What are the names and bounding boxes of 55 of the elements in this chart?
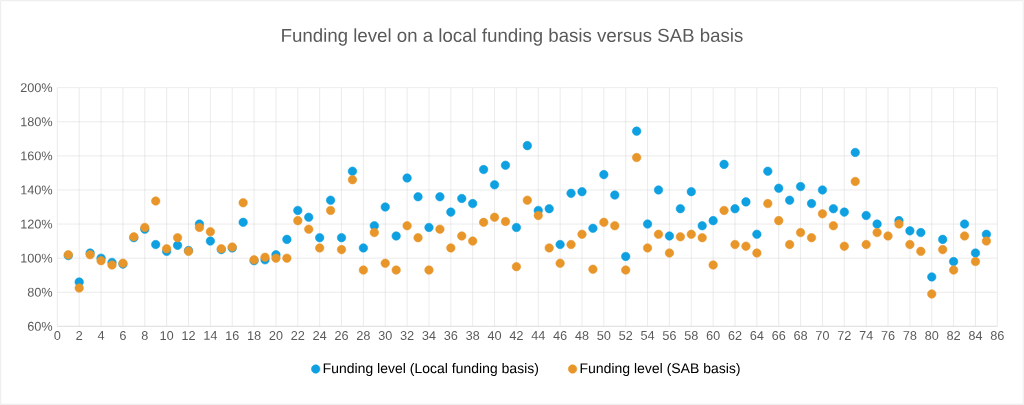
x-tick-label: 86 — [990, 331, 1004, 341]
x-tick-label: 50 — [597, 331, 611, 341]
x-tick-label: 16 — [226, 331, 239, 341]
x-tick-label: 18 — [248, 331, 261, 341]
x-tick-label: 10 — [160, 331, 174, 341]
x-tick-label: 60 — [706, 331, 720, 341]
x-tick-label: 22 — [291, 331, 305, 340]
x-tick-label: 30 — [378, 331, 392, 341]
x-tick-label: 84 — [968, 331, 983, 341]
x-tick-label: 74 — [859, 331, 873, 340]
y-tick-label: 140% — [21, 185, 53, 195]
y-tick-label: 160% — [21, 151, 53, 161]
x-tick-label: 6 — [120, 331, 126, 341]
x-tick-label: 0 — [54, 331, 61, 341]
x-tick-label: 66 — [772, 331, 786, 341]
x-tick-label: 44 — [531, 331, 545, 340]
y-tick-label: 120% — [21, 219, 53, 229]
x-tick-label: 34 — [422, 331, 436, 341]
x-tick-label: 52 — [619, 331, 633, 341]
x-tick-label: 78 — [903, 331, 917, 341]
x-tick-label: 58 — [684, 331, 698, 341]
y-tick-label: 80% — [27, 287, 53, 297]
x-tick-label: 76 — [881, 331, 895, 341]
x-tick-label: 68 — [794, 331, 808, 341]
x-tick-label: 64 — [750, 331, 764, 341]
y-tick-label: 60% — [27, 321, 53, 331]
legend-label: Funding level (SAB basis) — [580, 362, 740, 377]
y-tick-label: 200% — [20, 83, 53, 93]
legend-label: Funding level (Local funding basis) — [323, 362, 539, 377]
y-tick-label: 100% — [21, 253, 53, 263]
x-tick-label: 24 — [313, 331, 327, 340]
x-tick-label: 36 — [444, 331, 458, 341]
x-tick-label: 62 — [728, 331, 742, 341]
chart-title: Funding level on a local funding basis versus SAB basis — [282, 28, 743, 46]
x-tick-label: 48 — [575, 331, 589, 341]
x-tick-label: 72 — [837, 331, 851, 340]
x-tick-label: 32 — [400, 331, 414, 341]
x-tick-label: 40 — [487, 331, 502, 341]
x-tick-label: 80 — [925, 331, 939, 341]
x-tick-label: 20 — [269, 331, 283, 341]
x-tick-label: 2 — [76, 331, 83, 340]
x-tick-label: 12 — [182, 331, 195, 340]
y-tick-label: 180% — [21, 117, 53, 127]
x-tick-label: 26 — [335, 331, 349, 341]
x-tick-label: 4 — [97, 331, 105, 340]
x-tick-label: 14 — [204, 331, 218, 340]
x-tick-label: 28 — [356, 331, 370, 341]
x-tick-label: 56 — [662, 331, 676, 341]
x-tick-label: 70 — [816, 331, 829, 341]
x-tick-label: 46 — [553, 331, 567, 341]
x-tick-label: 82 — [947, 331, 961, 341]
x-tick-label: 38 — [466, 331, 480, 341]
x-tick-label: 8 — [141, 331, 148, 341]
x-tick-label: 54 — [641, 331, 655, 340]
x-tick-label: 42 — [509, 331, 523, 340]
